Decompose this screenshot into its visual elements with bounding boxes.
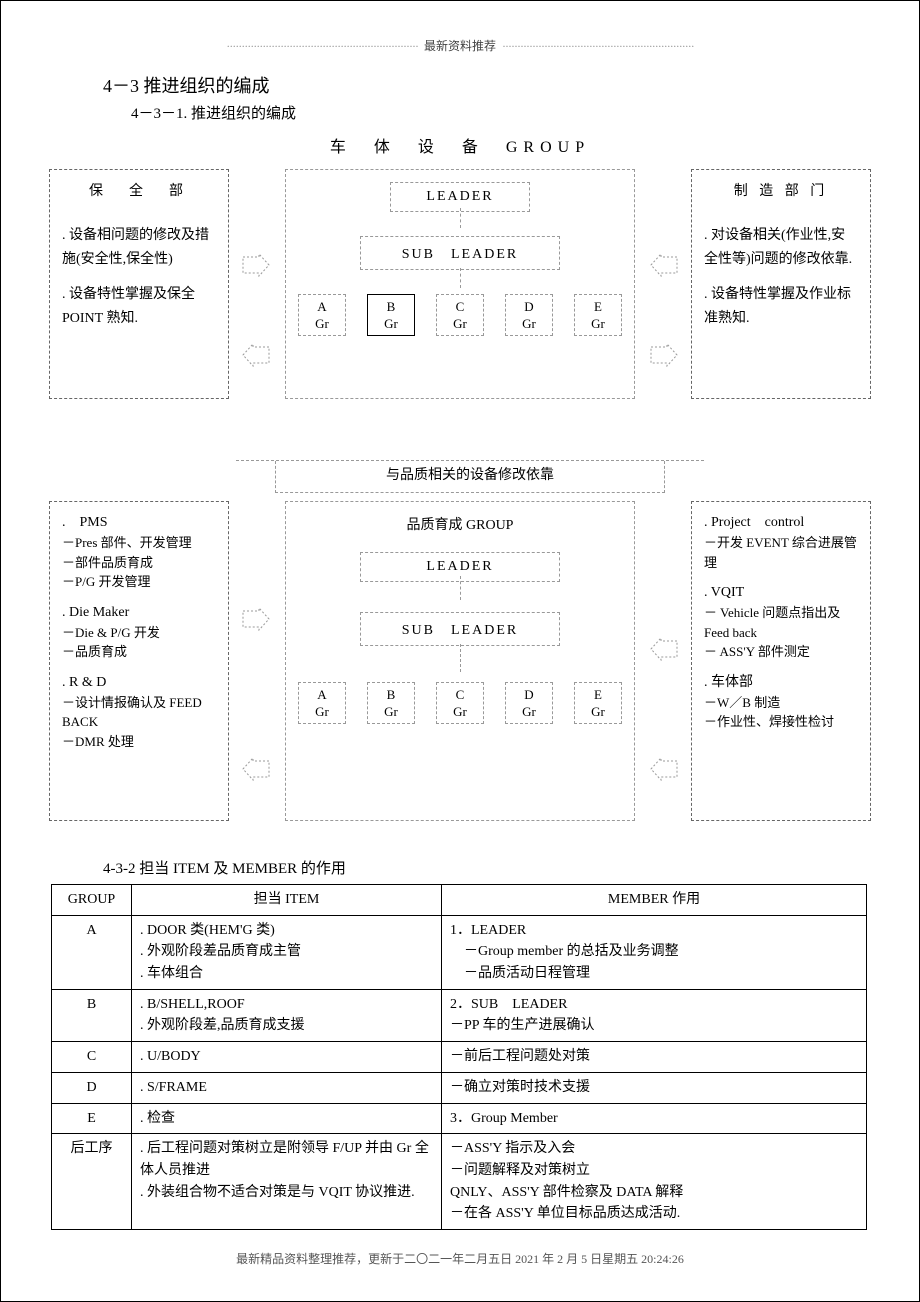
left2-b1-l1: －部件品质育成 <box>62 553 216 573</box>
arrow-left-icon-3 <box>241 757 271 781</box>
gr-row-2: AGr BGr CGr DGr EGr <box>298 682 622 724</box>
table-row: E. 检查3．Group Member <box>52 1103 867 1134</box>
left2-b2-title: . Die Maker <box>62 602 216 623</box>
left2-b2-l1: －品质育成 <box>62 642 216 662</box>
right1-box: 制 造 部 门 . 对设备相关(作业性,安全性等)问题的修改依靠. . 设备特性… <box>691 169 871 399</box>
diagram-1: 车 体 设 备 GROUP 保 全 部 . 设备相问题的修改及措施(安全性,保全… <box>45 133 875 453</box>
right1-title: 制 造 部 门 <box>704 180 858 204</box>
right2-b1-l0: －开发 EVENT 综合进展管理 <box>704 533 858 572</box>
page-footer: 最新精品资料整理推荐，更新于二〇二一年二月五日 2021 年 2 月 5 日星期… <box>1 1250 919 1267</box>
arrow-right-icon <box>241 253 271 277</box>
gr-c-1: CGr <box>436 294 484 336</box>
right2-b3-title: . 车体部 <box>704 672 858 693</box>
left1-box: 保 全 部 . 设备相问题的修改及措施(安全性,保全性) . 设备特性掌握及保全… <box>49 169 229 399</box>
title-sub: 4－3－1. 推进组织的编成 <box>131 102 875 123</box>
arrow-left-icon-5 <box>649 757 679 781</box>
gr-a-1: AGr <box>298 294 346 336</box>
left2-b3-title: . R & D <box>62 672 216 693</box>
left2-b3-l1: －DMR 处理 <box>62 732 216 752</box>
gr-e-2: EGr <box>574 682 622 724</box>
role-table: GROUP 担当 ITEM MEMBER 作用 A. DOOR 类(HEM'G … <box>51 884 867 1230</box>
center-outer-1: LEADER SUB LEADER AGr BGr CGr DGr EGr <box>285 169 635 399</box>
gr-d-2: DGr <box>505 682 553 724</box>
center-col-1: LEADER SUB LEADER AGr BGr CGr DGr EGr <box>285 169 635 399</box>
arrow-right-icon-3 <box>241 607 271 631</box>
left2-b3-l0: －设计情报确认及 FEED BACK <box>62 693 216 732</box>
left2-b2-l0: －Die & P/G 开发 <box>62 623 216 643</box>
left2-b1-l2: －P/G 开发管理 <box>62 572 216 592</box>
group2-title: 品质育成 GROUP <box>298 514 622 534</box>
right2-b3-l0: －W／B 制造 <box>704 693 858 713</box>
left2-b1-l0: －Pres 部件、开发管理 <box>62 533 216 553</box>
left1-title: 保 全 部 <box>62 180 216 204</box>
gr-c-2: CGr <box>436 682 484 724</box>
table-row: A. DOOR 类(HEM'G 类) . 外观阶段差品质育成主管 . 车体组合1… <box>52 915 867 989</box>
arrow-left-icon <box>241 343 271 367</box>
gr-b-1: BGr <box>367 294 415 336</box>
right2-b1-title: . Project control <box>704 512 858 533</box>
gr-e-1: EGr <box>574 294 622 336</box>
group1-title: 车 体 设 备 GROUP <box>330 133 590 157</box>
page-header: 最新资料推荐 <box>45 37 875 54</box>
subleader-box-2: SUB LEADER <box>360 612 560 646</box>
diagram-2: . PMS －Pres 部件、开发管理 －部件品质育成 －P/G 开发管理 . … <box>45 497 875 847</box>
header-text: 最新资料推荐 <box>424 39 496 53</box>
arrow-left-icon-2 <box>649 253 679 277</box>
left1-item-1: . 设备特性掌握及保全 POINT 熟知. <box>62 283 216 331</box>
subleader-box-1: SUB LEADER <box>360 236 560 270</box>
center-outer-2: 品质育成 GROUP LEADER SUB LEADER AGr BGr CGr… <box>285 501 635 821</box>
table-row: C. U/BODY－前后工程问题处对策 <box>52 1042 867 1073</box>
arrow-left-icon-4 <box>649 637 679 661</box>
page: 最新资料推荐 4－3 推进组织的编成 4－3－1. 推进组织的编成 车 体 设 … <box>0 0 920 1302</box>
right2-b2-title: . VQIT <box>704 582 858 603</box>
th-1: 担当 ITEM <box>132 885 442 916</box>
right2-b3-l1: －作业性、焊接性检讨 <box>704 712 858 732</box>
right2-box: . Project control －开发 EVENT 综合进展管理 . VQI… <box>691 501 871 821</box>
center-col-2: 品质育成 GROUP LEADER SUB LEADER AGr BGr CGr… <box>285 501 635 821</box>
gr-b-2: BGr <box>367 682 415 724</box>
right1-item-1: . 设备特性掌握及作业标准熟知. <box>704 283 858 331</box>
th-2: MEMBER 作用 <box>442 885 867 916</box>
arrow-right-icon-2 <box>649 343 679 367</box>
cell-member: 1．LEADER －Group member 的总括及业务调整 －品质活动日程管… <box>442 915 867 989</box>
right1-item-0: . 对设备相关(作业性,安全性等)问题的修改依靠. <box>704 224 858 272</box>
left1-item-0: . 设备相问题的修改及措施(安全性,保全性) <box>62 224 216 272</box>
quality-bar-row: 与品质相关的设备修改依靠 <box>45 461 875 497</box>
left2-b1-title: . PMS <box>62 512 216 533</box>
table-header-row: GROUP 担当 ITEM MEMBER 作用 <box>52 885 867 916</box>
th-0: GROUP <box>52 885 132 916</box>
right2-b2-l1: － ASS'Y 部件测定 <box>704 642 858 662</box>
table-row: B. B/SHELL,ROOF . 外观阶段差,品质育成支援2．SUB LEAD… <box>52 989 867 1041</box>
gr-row-1: AGr BGr CGr DGr EGr <box>298 294 622 336</box>
table-row: 后工序. 后工程问题对策树立是附领导 F/UP 并由 Gr 全体人员推进 . 外… <box>52 1134 867 1230</box>
table-title: 4-3-2 担当 ITEM 及 MEMBER 的作用 <box>103 857 875 878</box>
table-row: D. S/FRAME－确立对策时技术支援 <box>52 1072 867 1103</box>
gr-a-2: AGr <box>298 682 346 724</box>
right2-b2-l0: － Vehicle 问题点指出及 Feed back <box>704 603 858 642</box>
cell-item: . DOOR 类(HEM'G 类) . 外观阶段差品质育成主管 . 车体组合 <box>132 915 442 989</box>
gr-d-1: DGr <box>505 294 553 336</box>
quality-bar-text: 与品质相关的设备修改依靠 <box>275 461 665 493</box>
title-main: 4－3 推进组织的编成 <box>103 72 875 98</box>
left2-box: . PMS －Pres 部件、开发管理 －部件品质育成 －P/G 开发管理 . … <box>49 501 229 821</box>
